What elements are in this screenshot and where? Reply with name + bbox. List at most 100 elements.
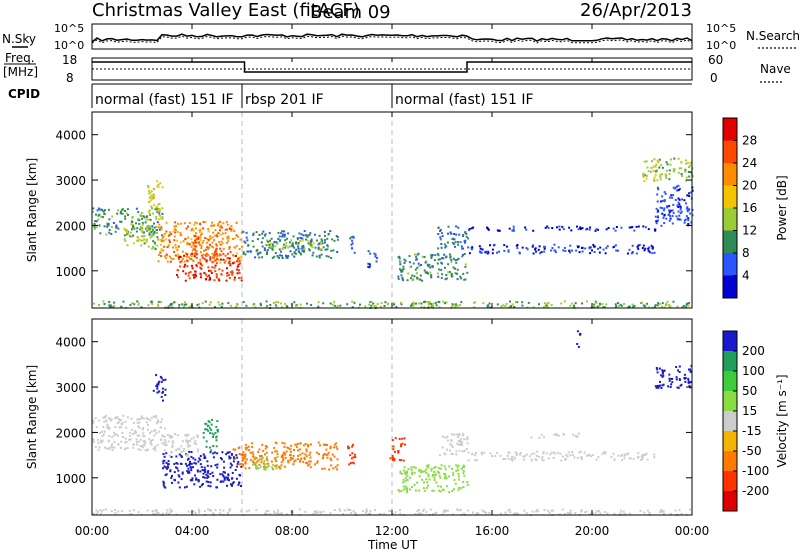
echo-cell bbox=[157, 209, 160, 212]
echo-cell bbox=[156, 391, 159, 394]
velocity-colorbar-segment bbox=[723, 391, 737, 412]
echo-region bbox=[92, 508, 691, 517]
echo-cell bbox=[462, 233, 465, 236]
echo-cell bbox=[299, 458, 302, 461]
echo-cell bbox=[181, 472, 184, 475]
echo-cell bbox=[444, 468, 447, 471]
echo-cell bbox=[98, 213, 101, 216]
echo-cell bbox=[110, 418, 113, 421]
echo-cell bbox=[191, 267, 194, 270]
echo-cell bbox=[209, 485, 212, 488]
echo-cell bbox=[178, 486, 181, 489]
y-tick-label: 4000 bbox=[55, 129, 86, 143]
echo-cell bbox=[137, 448, 140, 451]
echo-cell bbox=[160, 380, 163, 383]
echo-cell bbox=[675, 215, 678, 218]
echo-cell bbox=[280, 461, 283, 464]
echo-cell bbox=[259, 465, 262, 468]
nsky-series bbox=[91, 33, 693, 44]
echo-cell bbox=[154, 208, 157, 211]
echo-cell bbox=[459, 275, 462, 278]
echo-cell bbox=[463, 253, 466, 255]
echo-cell bbox=[154, 414, 157, 417]
echo-cell bbox=[637, 244, 640, 247]
echo-cell bbox=[240, 510, 243, 512]
echo-cell bbox=[282, 459, 285, 462]
echo-cell bbox=[156, 443, 159, 446]
echo-cell bbox=[659, 175, 662, 178]
echo-cell bbox=[273, 446, 276, 449]
echo-cell bbox=[139, 449, 142, 451]
echo-cell bbox=[207, 481, 210, 483]
echo-cell bbox=[308, 234, 311, 236]
echo-cell bbox=[662, 216, 665, 219]
echo-cell bbox=[197, 242, 200, 245]
echo-cell bbox=[565, 454, 568, 456]
echo-cell bbox=[423, 256, 426, 258]
echo-cell bbox=[547, 457, 550, 460]
echo-cell bbox=[158, 212, 161, 215]
echo-cell bbox=[655, 220, 658, 223]
echo-cell bbox=[535, 454, 538, 457]
echo-cell bbox=[479, 247, 482, 250]
echo-cell bbox=[201, 256, 204, 259]
echo-cell bbox=[241, 457, 244, 459]
echo-cell bbox=[160, 226, 163, 229]
echo-cell bbox=[623, 457, 626, 460]
echo-cell bbox=[444, 509, 447, 512]
echo-cell bbox=[183, 222, 186, 225]
echo-cell bbox=[114, 417, 117, 420]
echo-cell bbox=[669, 215, 672, 217]
echo-cell bbox=[149, 442, 152, 445]
echo-cell bbox=[164, 394, 167, 396]
echo-cell bbox=[343, 509, 346, 512]
echo-cell bbox=[159, 426, 162, 429]
echo-cell bbox=[195, 237, 198, 240]
echo-cell bbox=[615, 226, 618, 228]
echo-cell bbox=[481, 248, 484, 251]
echo-cell bbox=[387, 302, 390, 305]
echo-cell bbox=[423, 508, 426, 511]
echo-cell bbox=[282, 233, 284, 236]
echo-cell bbox=[295, 446, 298, 449]
echo-cell bbox=[298, 508, 301, 511]
echo-cell bbox=[163, 255, 166, 258]
echo-cell bbox=[199, 455, 202, 457]
echo-cell bbox=[281, 235, 284, 238]
echo-cell bbox=[414, 302, 416, 305]
echo-cell bbox=[126, 416, 129, 419]
echo-cell bbox=[428, 263, 431, 266]
echo-cell bbox=[150, 230, 153, 233]
echo-cell bbox=[339, 509, 342, 512]
echo-cell bbox=[333, 455, 336, 458]
echo-cell bbox=[229, 263, 232, 265]
echo-cell bbox=[202, 453, 205, 456]
echo-cell bbox=[678, 509, 681, 512]
echo-cell bbox=[299, 303, 302, 306]
echo-cell bbox=[114, 508, 116, 511]
echo-cell bbox=[440, 246, 443, 249]
echo-cell bbox=[594, 229, 597, 232]
echo-cell bbox=[651, 246, 654, 249]
echo-cell bbox=[685, 215, 688, 218]
echo-cell bbox=[214, 264, 217, 267]
echo-cell bbox=[679, 384, 682, 387]
echo-cell bbox=[657, 188, 660, 191]
echo-cell bbox=[180, 445, 183, 448]
echo-cell bbox=[284, 246, 287, 249]
echo-cell bbox=[159, 214, 161, 217]
echo-cell bbox=[175, 466, 177, 469]
echo-cell bbox=[426, 301, 429, 303]
echo-cell bbox=[277, 237, 280, 240]
echo-cell bbox=[190, 437, 193, 440]
echo-cell bbox=[167, 463, 169, 466]
echo-cell bbox=[130, 417, 133, 420]
echo-cell bbox=[238, 257, 241, 260]
echo-cell bbox=[150, 300, 153, 303]
echo-cell bbox=[110, 419, 112, 422]
echo-cell bbox=[400, 459, 403, 462]
echo-cell bbox=[556, 226, 558, 229]
echo-cell bbox=[643, 180, 646, 182]
echo-cell bbox=[498, 229, 501, 232]
echo-cell bbox=[687, 166, 690, 168]
